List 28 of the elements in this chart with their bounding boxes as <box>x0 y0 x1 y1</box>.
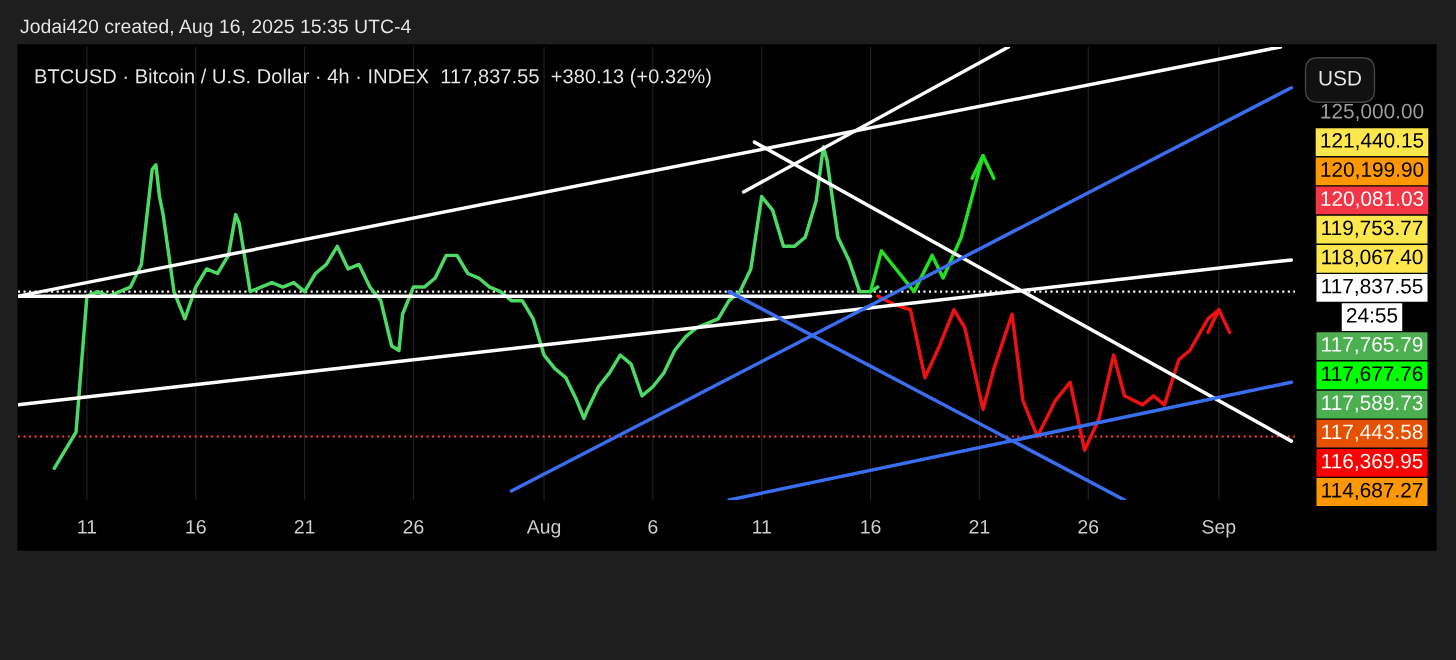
text: 120,199.90 <box>1321 162 1424 180</box>
x-tick-label: Sep <box>1202 519 1236 538</box>
text: USD <box>1319 70 1361 86</box>
text: 117,765.79 <box>1322 337 1423 355</box>
text: 114,687.27 <box>1322 482 1423 501</box>
text: 117,837.55 <box>1322 278 1423 296</box>
text: Jodai420 created, Aug 16, 2025 15:35 UTC-4 <box>20 18 411 38</box>
x-tick-label: 6 <box>648 519 658 534</box>
text: 24:55 <box>1346 307 1398 323</box>
text: 118,067.40 <box>1322 249 1423 267</box>
x-tick-label: 26 <box>403 519 424 534</box>
x-tick-label: 11 <box>753 520 771 534</box>
text: 116,369.95 <box>1322 453 1423 471</box>
text: 117,589.73 <box>1322 395 1423 413</box>
x-tick-label: 16 <box>861 519 881 534</box>
x-tick-label: 21 <box>969 519 990 534</box>
text: 117,443.58 <box>1322 424 1423 442</box>
text: BTCUSD · Bitcoin / U.S. Dollar · 4h · INDEX 117,837.55 +380.13 (+0.32%) <box>35 68 711 88</box>
x-tick-label: 16 <box>186 519 206 534</box>
text: 125,000.00 <box>1321 103 1424 122</box>
text: 119,753.77 <box>1322 220 1423 238</box>
text: 121,440.15 <box>1321 132 1424 151</box>
x-tick-label: 21 <box>294 519 315 534</box>
text: 120,081.03 <box>1321 191 1424 209</box>
text: 117,677.76 <box>1322 366 1423 384</box>
x-tick-label: 11 <box>78 520 97 534</box>
x-tick-label: 26 <box>1078 519 1099 534</box>
x-tick-label: Aug <box>526 520 561 538</box>
